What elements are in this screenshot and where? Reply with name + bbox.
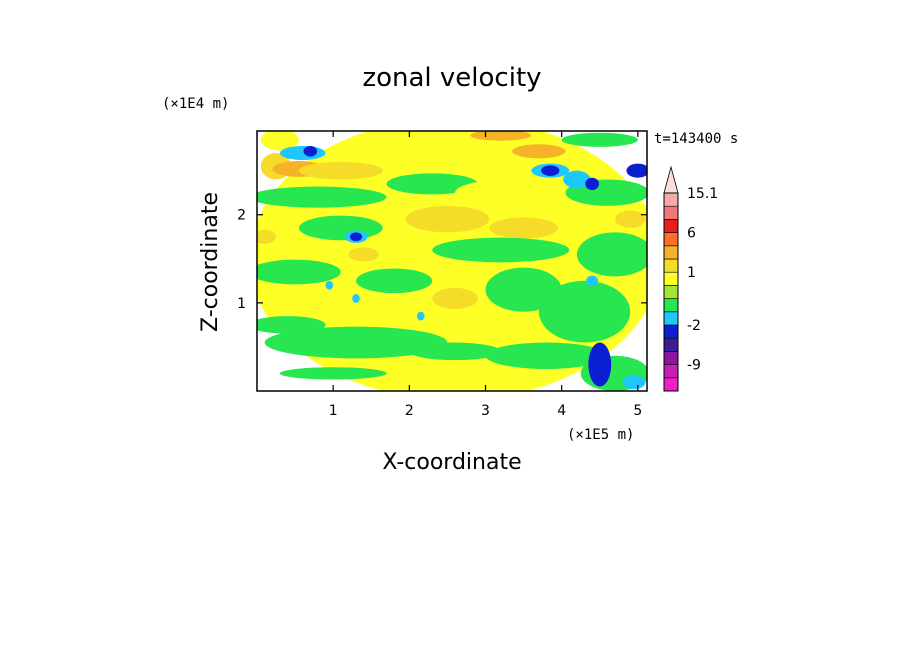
field-patch: [348, 247, 379, 262]
field-patch: [260, 131, 299, 151]
field-patch: [356, 268, 433, 294]
field-patch: [576, 232, 647, 277]
field-patch: [405, 205, 490, 233]
x-tick-label: 3: [481, 403, 490, 419]
field-patch: [298, 215, 383, 241]
colorbar-band: [663, 232, 679, 247]
colorbar-label: -9: [687, 358, 701, 374]
field-patch: [538, 280, 631, 343]
colorbar-band: [663, 219, 679, 233]
field-patch: [303, 145, 318, 157]
field-patch: [489, 217, 558, 239]
field-patch: [416, 311, 425, 321]
y-tick-label: 1: [237, 296, 246, 312]
colorbar-band: [663, 324, 679, 339]
field-patch: [626, 163, 647, 178]
field-patch: [298, 161, 383, 180]
colorbar-band: [663, 285, 679, 299]
field-patch: [588, 342, 612, 387]
field-patch: [432, 287, 478, 310]
field-patch: [615, 210, 646, 228]
field-patch: [279, 367, 387, 380]
field-patch: [264, 326, 448, 359]
y-axis-ticks: 12: [237, 208, 647, 312]
field-patch: [563, 170, 591, 189]
field-patch: [432, 237, 570, 263]
chart-title: zonal velocity: [362, 63, 541, 93]
colorbar: 15.1 6 1 -2 -9: [663, 165, 718, 392]
x-axis-label: X-coordinate: [382, 450, 521, 475]
field-patch: [512, 144, 566, 159]
colorbar-band: [663, 192, 679, 207]
field-patch: [585, 177, 600, 191]
colorbar-label: -2: [687, 318, 701, 334]
colorbar-band: [663, 364, 679, 379]
velocity-field: [257, 131, 647, 391]
colorbar-band: [663, 245, 679, 260]
x-axis-unit: (×1E5 m): [567, 427, 634, 443]
field-patch: [257, 259, 341, 285]
field-patch: [349, 232, 363, 242]
x-axis-ticks: 1 2 3 4 5: [329, 131, 642, 419]
field-patch: [257, 229, 277, 244]
colorbar-band: [663, 205, 679, 220]
plot-frame: [256, 130, 648, 392]
field-patch: [409, 342, 501, 361]
colorbar-extend-arrow: [663, 165, 679, 194]
x-tick-label: 1: [329, 403, 338, 419]
field-patch: [541, 165, 560, 176]
colorbar-label: 6: [687, 226, 696, 242]
x-tick-label: 4: [557, 403, 566, 419]
colorbar-label: 15.1: [687, 186, 718, 202]
field-patch: [455, 179, 562, 206]
x-tick-label: 2: [405, 403, 414, 419]
field-patch: [386, 173, 478, 195]
field-patch: [325, 280, 334, 290]
field-patch: [561, 132, 638, 147]
time-label: t=143400 s: [654, 131, 738, 147]
y-axis-unit: (×1E4 m): [162, 96, 229, 112]
field-patch: [622, 375, 646, 390]
field-patch: [586, 275, 599, 287]
colorbar-band: [663, 377, 679, 392]
colorbar-band: [663, 311, 679, 326]
colorbar-band: [663, 337, 679, 352]
colorbar-label: 1: [687, 265, 696, 281]
colorbar-frame: [663, 192, 679, 392]
field-patch: [257, 186, 387, 208]
x-tick-label: 5: [633, 403, 642, 419]
field-patch: [279, 145, 326, 161]
colorbar-band: [663, 271, 679, 286]
field-patch: [352, 294, 360, 303]
y-axis-label: Z-coordinate: [198, 192, 223, 332]
field-patch: [485, 342, 608, 369]
y-tick-label: 2: [237, 208, 246, 224]
colorbar-band: [663, 351, 679, 365]
colorbar-band: [663, 298, 679, 313]
colorbar-band: [663, 258, 679, 273]
